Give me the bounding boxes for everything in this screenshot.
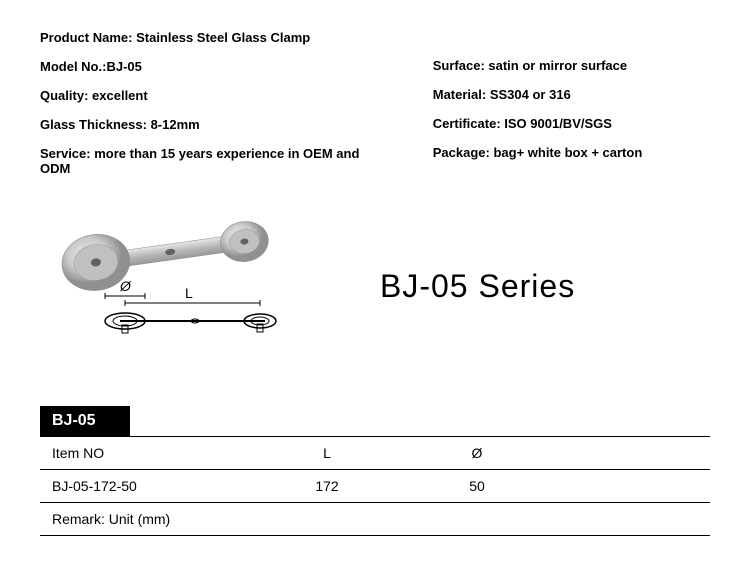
table-remark: Remark: Unit (mm) (40, 503, 710, 536)
col-d: Ø (402, 445, 552, 461)
diagram-label-l: L (185, 285, 193, 301)
table-header-row: Item NO L Ø (40, 436, 710, 470)
spec-certificate: Certificate: ISO 9001/BV/SGS (433, 116, 710, 131)
product-images: Ø L (40, 206, 300, 366)
clamp-render-icon: Ø L (40, 206, 300, 366)
spec-package: Package: bag+ white box + carton (433, 145, 710, 160)
diagram-label-d: Ø (119, 278, 132, 294)
cell-d: 50 (402, 478, 552, 494)
cell-item-no: BJ-05-172-50 (52, 478, 252, 494)
cell-l: 172 (252, 478, 402, 494)
spec-model: Model No.:BJ-05 (40, 59, 373, 74)
col-l: L (252, 445, 402, 461)
spec-surface: Surface: satin or mirror surface (433, 58, 710, 73)
col-item-no: Item NO (52, 445, 252, 461)
product-area: Ø L BJ-05 Series (40, 206, 710, 366)
table-row: BJ-05-172-50 172 50 (40, 470, 710, 503)
spec-col-right: Surface: satin or mirror surface Materia… (433, 30, 710, 176)
spec-thickness: Glass Thickness: 8-12mm (40, 117, 373, 132)
spec-table: BJ-05 Item NO L Ø BJ-05-172-50 172 50 Re… (40, 406, 710, 536)
spec-service: Service: more than 15 years experience i… (40, 146, 373, 176)
spec-material: Material: SS304 or 316 (433, 87, 710, 102)
spec-section: Product Name: Stainless Steel Glass Clam… (40, 30, 710, 176)
spec-product-name: Product Name: Stainless Steel Glass Clam… (40, 30, 373, 45)
spec-quality: Quality: excellent (40, 88, 373, 103)
spec-col-left: Product Name: Stainless Steel Glass Clam… (40, 30, 373, 176)
series-title: BJ-05 Series (380, 268, 575, 305)
table-title: BJ-05 (40, 406, 130, 436)
